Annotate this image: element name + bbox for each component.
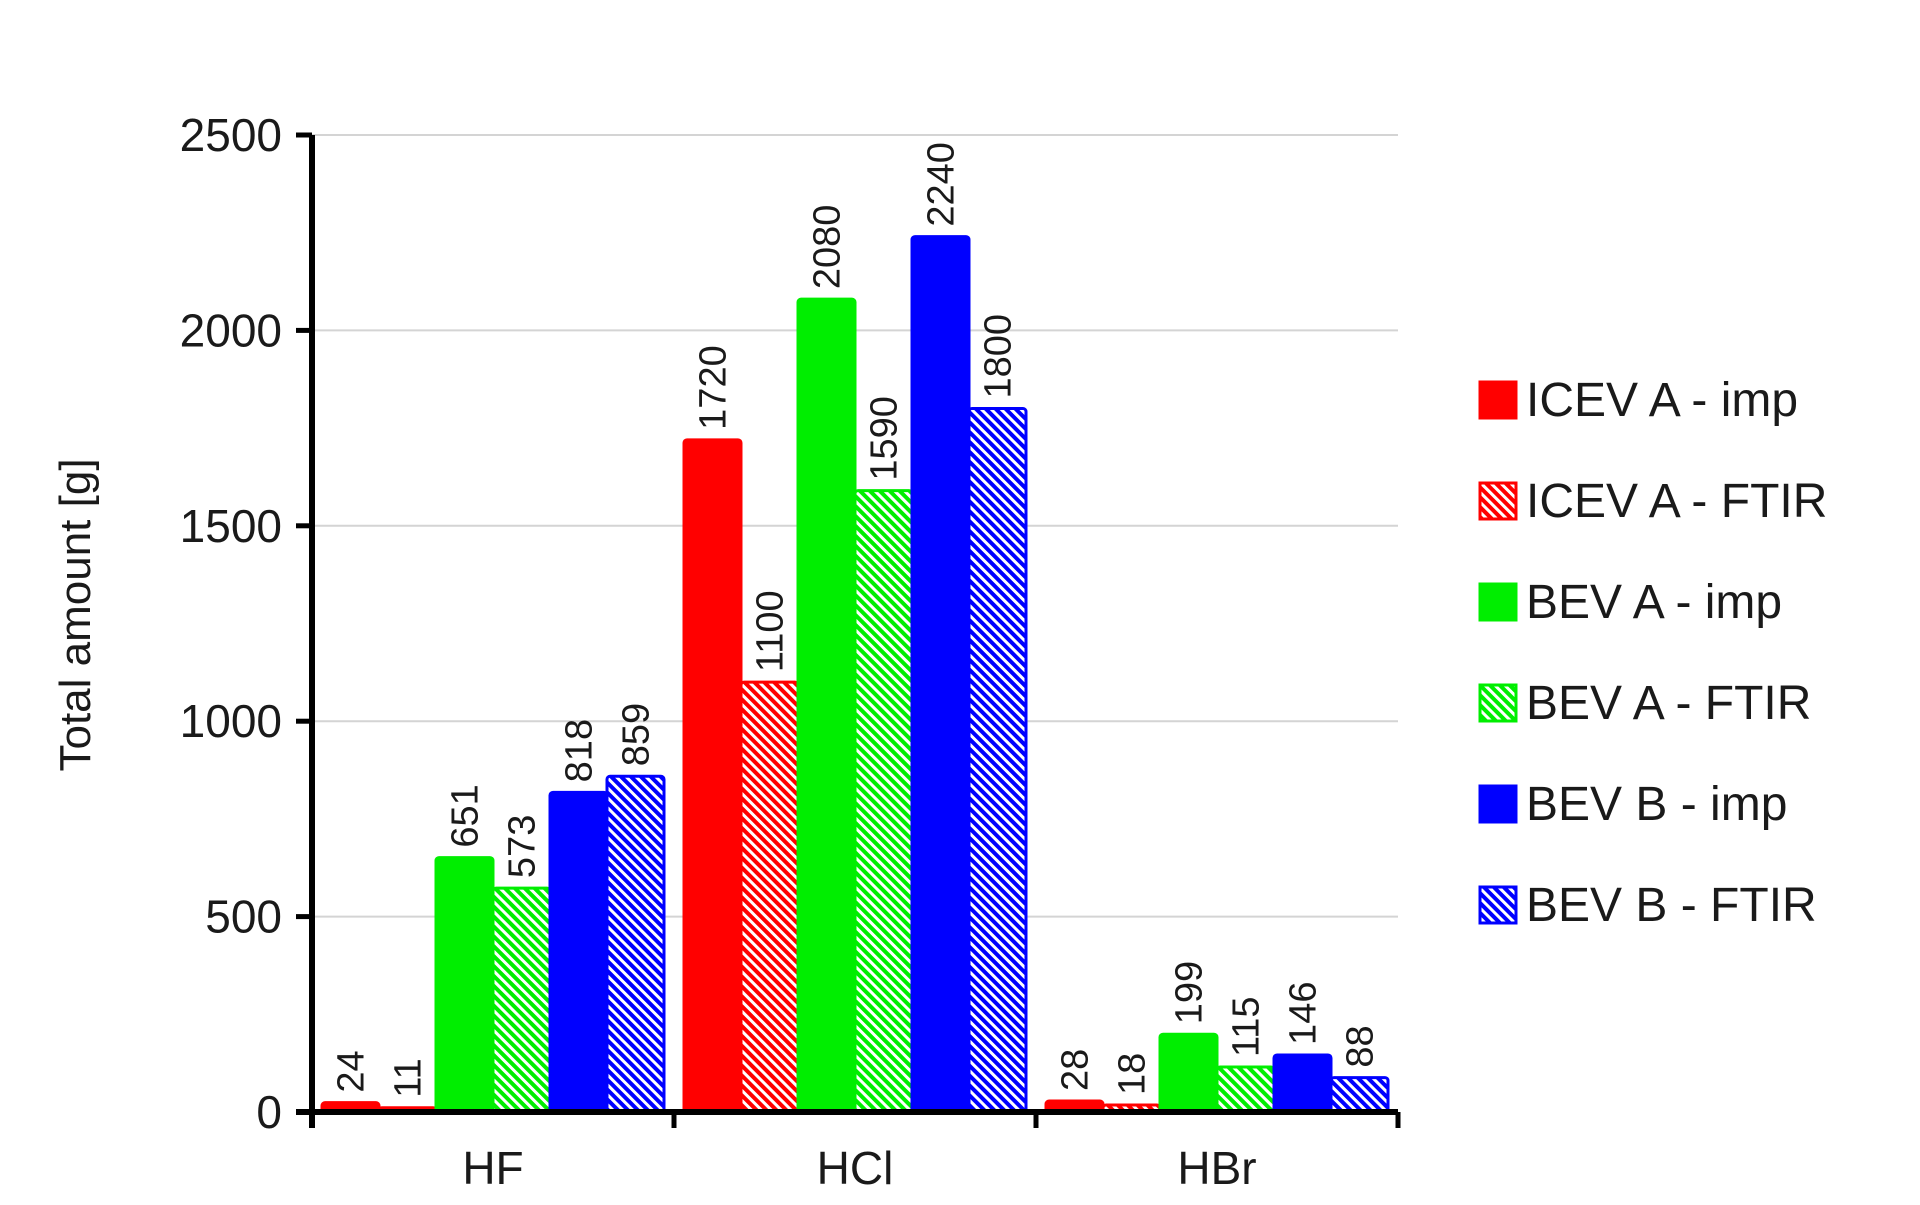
data-label: 1720 bbox=[693, 345, 735, 430]
data-label: 2080 bbox=[807, 205, 849, 290]
data-label: 859 bbox=[616, 703, 658, 766]
legend-label: ICEV A - FTIR bbox=[1526, 475, 1827, 528]
bar bbox=[682, 438, 743, 1114]
data-labels: 24 11 651 573 818 859 1720 1100 2080 1590 2240 1800… bbox=[331, 142, 1382, 1098]
legend-label: BEV B - imp bbox=[1526, 778, 1787, 831]
y-tick-label: 500 bbox=[205, 891, 282, 943]
y-tick-label: 2000 bbox=[180, 304, 282, 356]
data-label: 1590 bbox=[864, 396, 906, 481]
bar bbox=[796, 297, 857, 1114]
bar bbox=[910, 235, 971, 1114]
data-label: 573 bbox=[502, 815, 544, 878]
bar bbox=[1329, 1076, 1390, 1114]
data-label: 28 bbox=[1055, 1049, 1097, 1091]
data-label: 24 bbox=[331, 1050, 373, 1092]
data-label: 2240 bbox=[921, 142, 963, 227]
data-label: 18 bbox=[1112, 1053, 1154, 1095]
y-tick-label: 0 bbox=[256, 1086, 282, 1138]
data-label: 11 bbox=[388, 1058, 430, 1097]
legend-swatch bbox=[1478, 582, 1518, 622]
bars bbox=[320, 235, 1390, 1114]
legend-swatch bbox=[1478, 481, 1518, 521]
legend-swatch bbox=[1478, 885, 1518, 925]
legend-label: BEV B - FTIR bbox=[1526, 879, 1817, 932]
data-label: 88 bbox=[1340, 1025, 1382, 1067]
x-tick-label: HCl bbox=[817, 1142, 894, 1194]
y-tick-labels: 0 500 1000 1500 2000 2500 bbox=[180, 109, 282, 1138]
data-label: 818 bbox=[559, 719, 601, 782]
data-label: 146 bbox=[1283, 982, 1325, 1045]
data-label: 1100 bbox=[750, 590, 792, 672]
bar bbox=[967, 407, 1028, 1114]
x-tick-label: HBr bbox=[1177, 1142, 1256, 1194]
bar bbox=[1158, 1032, 1219, 1114]
bar bbox=[853, 489, 914, 1114]
y-tick-label: 1500 bbox=[180, 500, 282, 552]
bar bbox=[548, 790, 609, 1114]
data-label: 651 bbox=[445, 784, 487, 847]
legend-swatch bbox=[1478, 784, 1518, 824]
legend-swatch bbox=[1478, 683, 1518, 723]
x-tick-label: HF bbox=[462, 1142, 523, 1194]
y-tick-label: 1000 bbox=[180, 695, 282, 747]
legend-label: BEV A - FTIR bbox=[1526, 677, 1811, 730]
legend: ICEV A - imp ICEV A - FTIR BEV A - imp BEV … bbox=[1478, 374, 1827, 932]
bar bbox=[739, 680, 800, 1114]
data-label: 115 bbox=[1226, 996, 1268, 1057]
data-label: 199 bbox=[1169, 961, 1211, 1024]
data-label: 1800 bbox=[978, 314, 1020, 399]
bar bbox=[491, 886, 552, 1114]
x-tick-labels: HF HCl HBr bbox=[462, 1142, 1256, 1194]
legend-label: BEV A - imp bbox=[1526, 576, 1782, 629]
legend-swatch bbox=[1478, 380, 1518, 420]
y-axis-title: Total amount [g] bbox=[51, 458, 100, 771]
bar bbox=[434, 856, 495, 1114]
bar bbox=[1272, 1053, 1333, 1114]
bar bbox=[605, 774, 666, 1114]
bar bbox=[1215, 1065, 1276, 1114]
y-tick-label: 2500 bbox=[180, 109, 282, 161]
legend-label: ICEV A - imp bbox=[1526, 374, 1798, 427]
axes bbox=[296, 132, 1401, 1128]
